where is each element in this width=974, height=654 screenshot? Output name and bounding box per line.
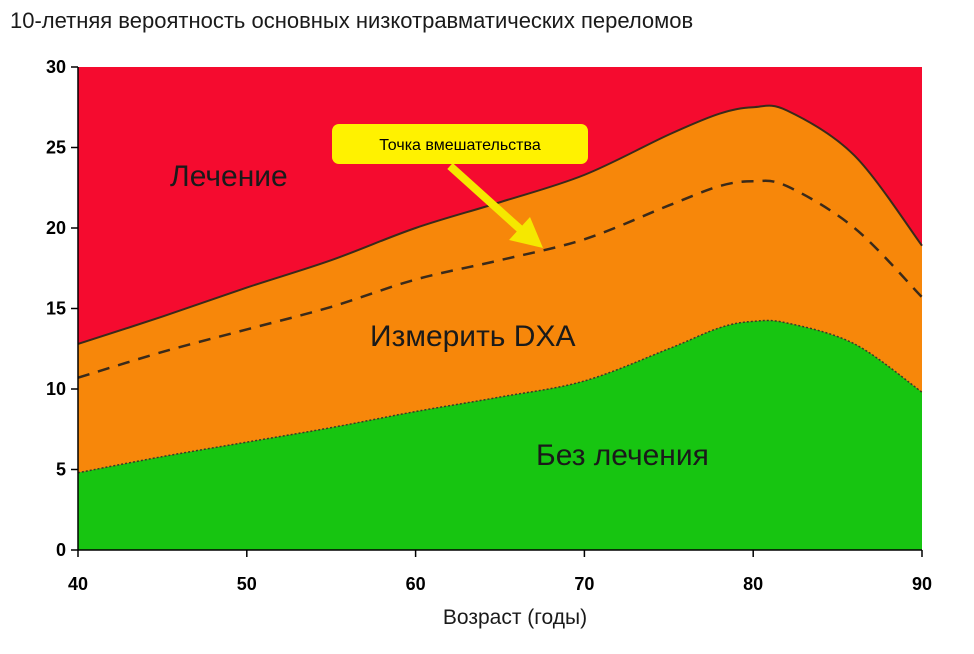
x-tick-label: 50 xyxy=(237,574,257,594)
x-tick-label: 40 xyxy=(68,574,88,594)
y-tick-label: 5 xyxy=(56,460,66,480)
region-label-no-treatment: Без лечения xyxy=(536,439,709,472)
intervention-callout: Точка вмешательства xyxy=(332,124,588,248)
x-axis-label: Возраст (годы) xyxy=(443,606,587,629)
callout-box xyxy=(332,124,588,164)
line-upper-threshold xyxy=(77,104,923,345)
y-tick-label: 20 xyxy=(46,218,66,238)
y-tick-label: 30 xyxy=(46,57,66,77)
x-tick-label: 80 xyxy=(743,574,763,594)
callout-label: Точка вмешательства xyxy=(379,137,541,154)
callout-arrow-shaft xyxy=(447,163,523,232)
y-tick-label: 10 xyxy=(46,379,66,399)
x-tick-label: 60 xyxy=(406,574,426,594)
region-label-treatment: Лечение xyxy=(170,160,288,193)
region-labels: Лечение Измерить DXA Без лечения xyxy=(170,160,709,472)
line-lower-threshold xyxy=(77,319,923,474)
area-no-treatment xyxy=(78,320,922,550)
x-tick-label: 90 xyxy=(912,574,932,594)
x-tick-label: 70 xyxy=(574,574,594,594)
y-tick-label: 25 xyxy=(46,138,66,158)
chart-title: 10-летняя вероятность основных низкотрав… xyxy=(10,8,694,33)
region-label-measure-dxa: Измерить DXA xyxy=(370,320,575,353)
axes: 0 5 10 15 20 25 30 40 50 60 70 80 90 xyxy=(46,57,932,594)
y-tick-label: 15 xyxy=(46,299,66,319)
line-intervention-threshold xyxy=(77,179,923,379)
callout-arrow-head xyxy=(509,217,543,248)
y-tick-label: 0 xyxy=(56,540,66,560)
